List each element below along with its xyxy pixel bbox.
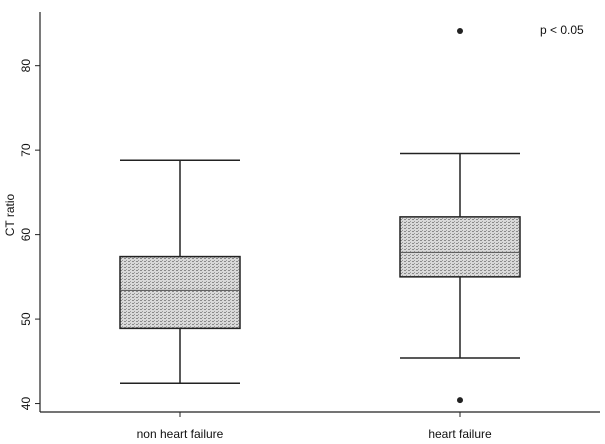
y-tick-label: 80 [19,59,33,73]
box [399,216,521,278]
annotation: p < 0.05 [540,23,584,37]
outlier [457,397,463,404]
x-tick-label: heart failure [428,427,492,441]
box [119,255,241,330]
y-axis-label: CT ratio [3,193,17,236]
y-tick-label: 50 [19,312,33,326]
x-tick-label: non heart failure [137,427,224,441]
y-tick-label: 40 [19,397,33,411]
y-tick-label: 60 [19,228,33,242]
y-tick-label: 70 [19,143,33,157]
outlier [457,28,463,35]
